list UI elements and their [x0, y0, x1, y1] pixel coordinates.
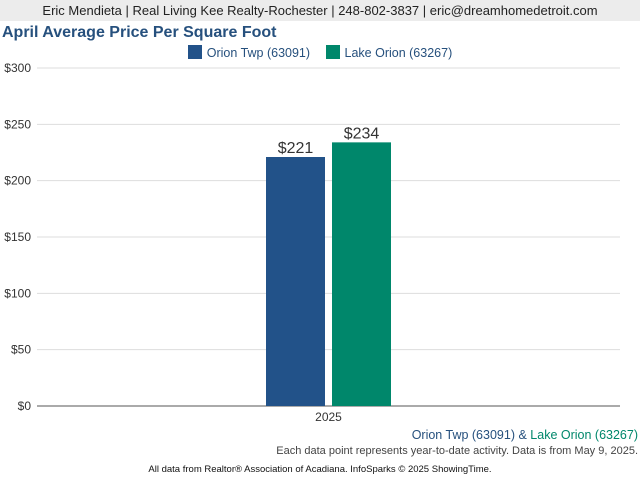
- footer-series-line: Orion Twp (63091) & Lake Orion (63267): [412, 428, 638, 442]
- footer-note: Each data point represents year-to-date …: [276, 445, 638, 457]
- legend-item-orion-twp[interactable]: Orion Twp (63091): [187, 45, 311, 60]
- y-tick-label-0: $0: [18, 399, 32, 413]
- chart-title: April Average Price Per Square Foot: [2, 24, 277, 41]
- bar-series-0-cat-0: [266, 157, 325, 406]
- footer-connector: &: [518, 428, 527, 442]
- contact-header: Eric Mendieta | Real Living Kee Realty-R…: [0, 0, 640, 21]
- data-label-series-0-cat-0: $221: [278, 140, 314, 157]
- legend-label-orion-twp: Orion Twp (63091): [206, 46, 311, 60]
- y-tick-label-300: $300: [4, 61, 31, 75]
- chart-legend: Orion Twp (63091) Lake Orion (63267): [0, 45, 640, 60]
- footer-copyright: All data from Realtor® Association of Ac…: [148, 464, 492, 475]
- contact-text: Eric Mendieta | Real Living Kee Realty-R…: [42, 3, 598, 18]
- legend-swatch-lake-orion: [325, 45, 340, 59]
- y-tick-label-250: $250: [4, 117, 31, 131]
- data-label-series-1-cat-0: $234: [344, 125, 380, 142]
- y-tick-label-150: $150: [4, 230, 31, 244]
- legend-item-lake-orion[interactable]: Lake Orion (63267): [325, 45, 453, 60]
- x-tick-label-0: 2025: [315, 410, 342, 424]
- y-tick-label-50: $50: [11, 343, 31, 357]
- y-tick-label-100: $100: [4, 286, 31, 300]
- bar-chart: $0 $50 $100 $150 $200 $250 $300 $221 $234 2025: [4, 61, 620, 424]
- bar-series-1-cat-0: [332, 142, 391, 407]
- legend-swatch-orion-twp: [187, 45, 202, 59]
- y-tick-label-200: $200: [4, 174, 31, 188]
- legend-label-lake-orion: Lake Orion (63267): [344, 46, 453, 60]
- footer-series-a: Orion Twp (63091): [411, 428, 515, 442]
- footer-series-b: Lake Orion (63267): [530, 428, 638, 442]
